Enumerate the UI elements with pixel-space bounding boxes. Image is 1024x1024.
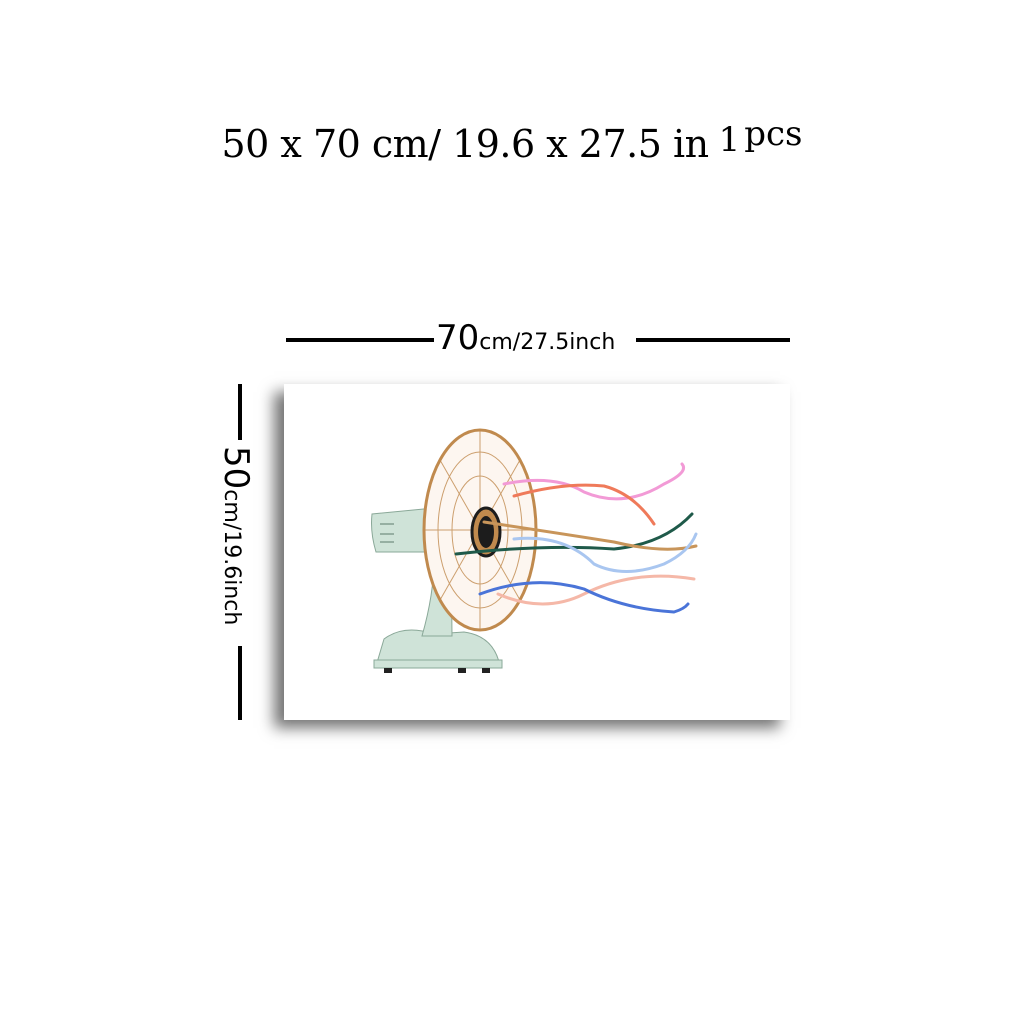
width-line-left xyxy=(286,338,434,342)
height-line-top xyxy=(238,384,242,440)
height-dimension: 50cm/19.6inch xyxy=(216,384,256,720)
ribbon-teal xyxy=(454,512,694,556)
fan-foot-left xyxy=(384,668,392,673)
piece-unit: pcs xyxy=(744,114,803,154)
breeze-ribbons xyxy=(454,462,698,614)
height-unit: cm/19.6inch xyxy=(219,489,244,626)
width-line-right xyxy=(636,338,790,342)
ribbon-coral xyxy=(512,483,656,526)
fan-foot-mid xyxy=(458,668,466,673)
ribbon-blue xyxy=(478,581,690,614)
width-dimension: 70cm/27.5inch xyxy=(286,318,790,362)
canvas-print xyxy=(284,384,790,720)
size-headline: 50 x 70 cm/ 19.6 x 27.5 in 1 pcs xyxy=(0,114,1024,166)
height-value: 50 xyxy=(216,446,256,490)
fan-foot-right xyxy=(482,668,490,673)
width-unit: cm/27.5inch xyxy=(479,330,616,355)
piece-count: 1 xyxy=(718,120,741,160)
height-label: 50cm/19.6inch xyxy=(216,446,260,646)
fan-artwork xyxy=(371,428,698,673)
width-value: 70 xyxy=(436,318,480,358)
fan-base-plate xyxy=(373,659,503,669)
width-label: 70cm/27.5inch xyxy=(436,318,615,358)
ribbon-light-blue xyxy=(512,532,698,573)
ribbon-tan xyxy=(482,520,698,551)
ribbon-peach xyxy=(496,574,696,606)
height-line-bottom xyxy=(238,646,242,720)
ribbon-pink xyxy=(502,462,685,501)
size-text: 50 x 70 cm/ 19.6 x 27.5 in xyxy=(221,122,710,166)
